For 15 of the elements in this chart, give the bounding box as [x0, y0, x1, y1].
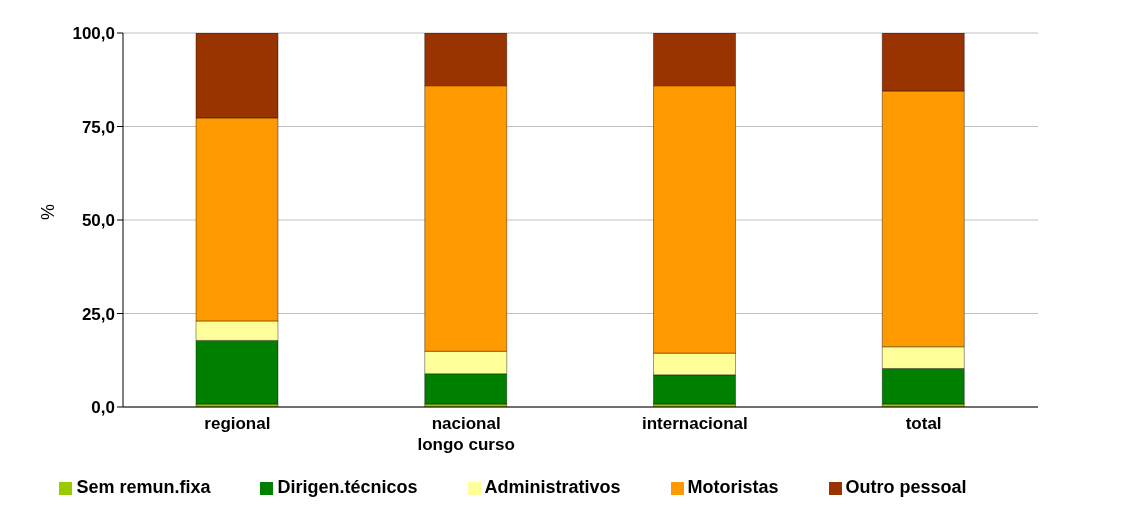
x-tick-label: total [905, 414, 942, 433]
x-tick-label: internacional [641, 414, 748, 433]
legend-label: Dirigen.técnicos [277, 477, 418, 497]
legend-label: Administrativos [484, 477, 621, 497]
y-tick-label: 25,0 [81, 304, 115, 324]
legend-label: Sem remun.fixa [76, 477, 211, 497]
legend-label: Outro pessoal [845, 477, 967, 497]
y-axis-title: % [38, 203, 59, 220]
y-tick-label: 0,0 [91, 398, 115, 418]
y-tick-label: 50,0 [81, 211, 115, 231]
legend-label: Motoristas [687, 477, 779, 497]
x-tick-label: nacional longo curso [417, 414, 515, 454]
x-tick-label: regional [204, 414, 271, 433]
y-tick-label: 75,0 [81, 117, 115, 137]
y-tick-label: 100,0 [72, 24, 115, 44]
